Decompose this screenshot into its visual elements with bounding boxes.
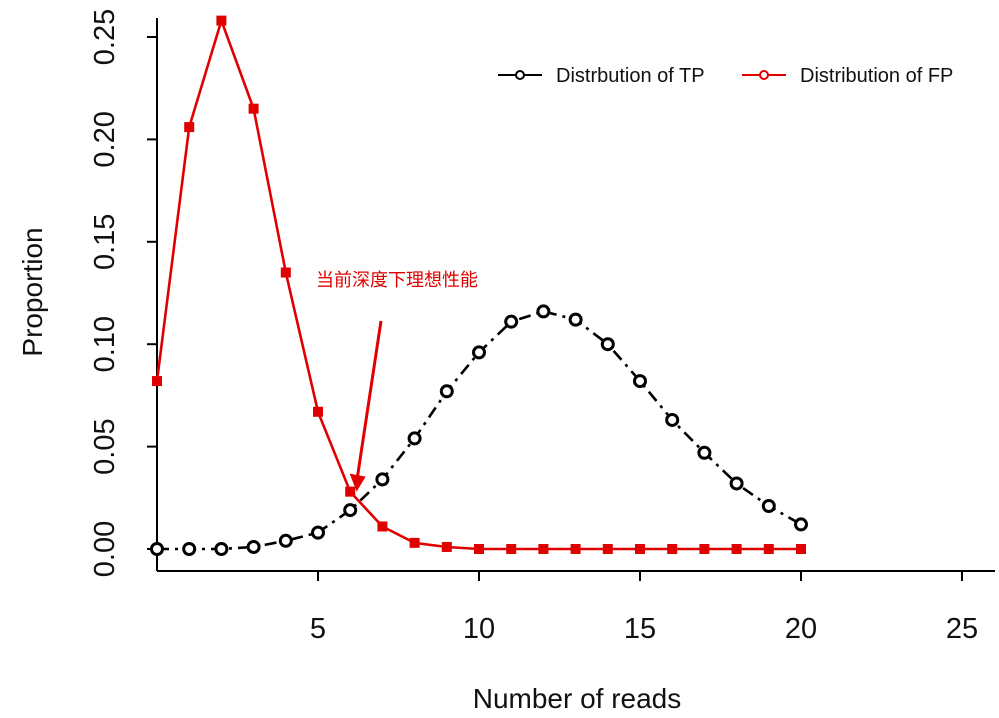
annotation-text: 当前深度下理想性能 bbox=[316, 270, 478, 291]
annotation: 当前深度下理想性能 bbox=[316, 270, 478, 492]
data-point bbox=[343, 503, 358, 518]
data-point bbox=[407, 431, 422, 446]
y-tick-label: 0.05 bbox=[89, 418, 121, 474]
legend-label: Distribution of FP bbox=[800, 65, 953, 87]
data-point bbox=[506, 544, 517, 554]
legend-item: Distribution of FP bbox=[742, 65, 953, 87]
data-point bbox=[635, 544, 645, 554]
x-axis-label: Number of reads bbox=[473, 683, 682, 714]
data-point bbox=[248, 103, 259, 114]
data-point bbox=[504, 314, 519, 329]
legend-marker bbox=[759, 70, 769, 80]
y-tick-label: 0.15 bbox=[89, 214, 121, 270]
data-point bbox=[311, 525, 325, 540]
data-point bbox=[441, 541, 452, 552]
plot-frame bbox=[156, 18, 995, 572]
data-point bbox=[667, 544, 678, 554]
series-layer bbox=[150, 15, 808, 556]
data-point bbox=[761, 498, 776, 513]
data-point bbox=[570, 544, 581, 554]
data-point bbox=[794, 517, 808, 532]
data-point bbox=[409, 537, 420, 548]
data-point bbox=[313, 406, 323, 417]
y-axis-ticks: 0.00 0.05 0.10 0.15 0.20 0.25 bbox=[89, 9, 157, 577]
series-fp bbox=[152, 15, 806, 554]
data-point bbox=[600, 337, 615, 352]
data-point bbox=[731, 544, 742, 554]
x-tick-label: 15 bbox=[624, 613, 656, 645]
y-tick-label: 0.25 bbox=[89, 9, 121, 65]
x-tick-label: 10 bbox=[463, 613, 495, 645]
data-point bbox=[182, 542, 197, 556]
data-point bbox=[216, 15, 227, 26]
y-axis-label: Proportion bbox=[17, 227, 48, 356]
x-tick-label: 5 bbox=[310, 613, 326, 645]
data-point bbox=[697, 445, 712, 460]
data-point bbox=[152, 376, 162, 387]
data-point bbox=[184, 122, 195, 133]
data-point bbox=[538, 544, 549, 554]
legend-item: Distrbution of TP bbox=[498, 65, 705, 87]
data-point bbox=[345, 486, 356, 497]
data-point bbox=[439, 384, 454, 399]
y-tick-label: 0.00 bbox=[89, 521, 121, 577]
data-point bbox=[699, 544, 710, 554]
data-point bbox=[602, 544, 613, 554]
data-point bbox=[729, 476, 744, 491]
data-point bbox=[214, 542, 229, 556]
data-point bbox=[375, 472, 390, 487]
data-point bbox=[763, 544, 774, 554]
data-point bbox=[278, 533, 293, 548]
data-point bbox=[536, 304, 551, 319]
data-point bbox=[568, 312, 583, 327]
series-tp bbox=[150, 304, 808, 556]
x-axis-ticks: 5 10 15 20 25 bbox=[310, 571, 978, 645]
data-point bbox=[150, 542, 164, 556]
data-point bbox=[665, 412, 680, 427]
legend-label: Distrbution of TP bbox=[556, 65, 705, 87]
data-point bbox=[377, 521, 388, 532]
series-line bbox=[155, 16, 801, 551]
data-point bbox=[633, 374, 647, 389]
legend-marker bbox=[515, 70, 525, 80]
data-point bbox=[796, 544, 806, 554]
y-tick-label: 0.20 bbox=[89, 111, 121, 167]
data-point bbox=[246, 539, 261, 554]
annotation-arrow-head bbox=[349, 473, 366, 492]
data-point bbox=[472, 345, 486, 360]
x-tick-label: 20 bbox=[785, 613, 817, 645]
annotation-arrow-shaft bbox=[356, 320, 383, 476]
data-point bbox=[474, 544, 484, 554]
y-tick-label: 0.10 bbox=[89, 316, 121, 372]
data-point bbox=[280, 267, 291, 278]
legend: Distrbution of TP Distribution of FP bbox=[498, 65, 953, 87]
x-tick-label: 25 bbox=[946, 613, 978, 645]
